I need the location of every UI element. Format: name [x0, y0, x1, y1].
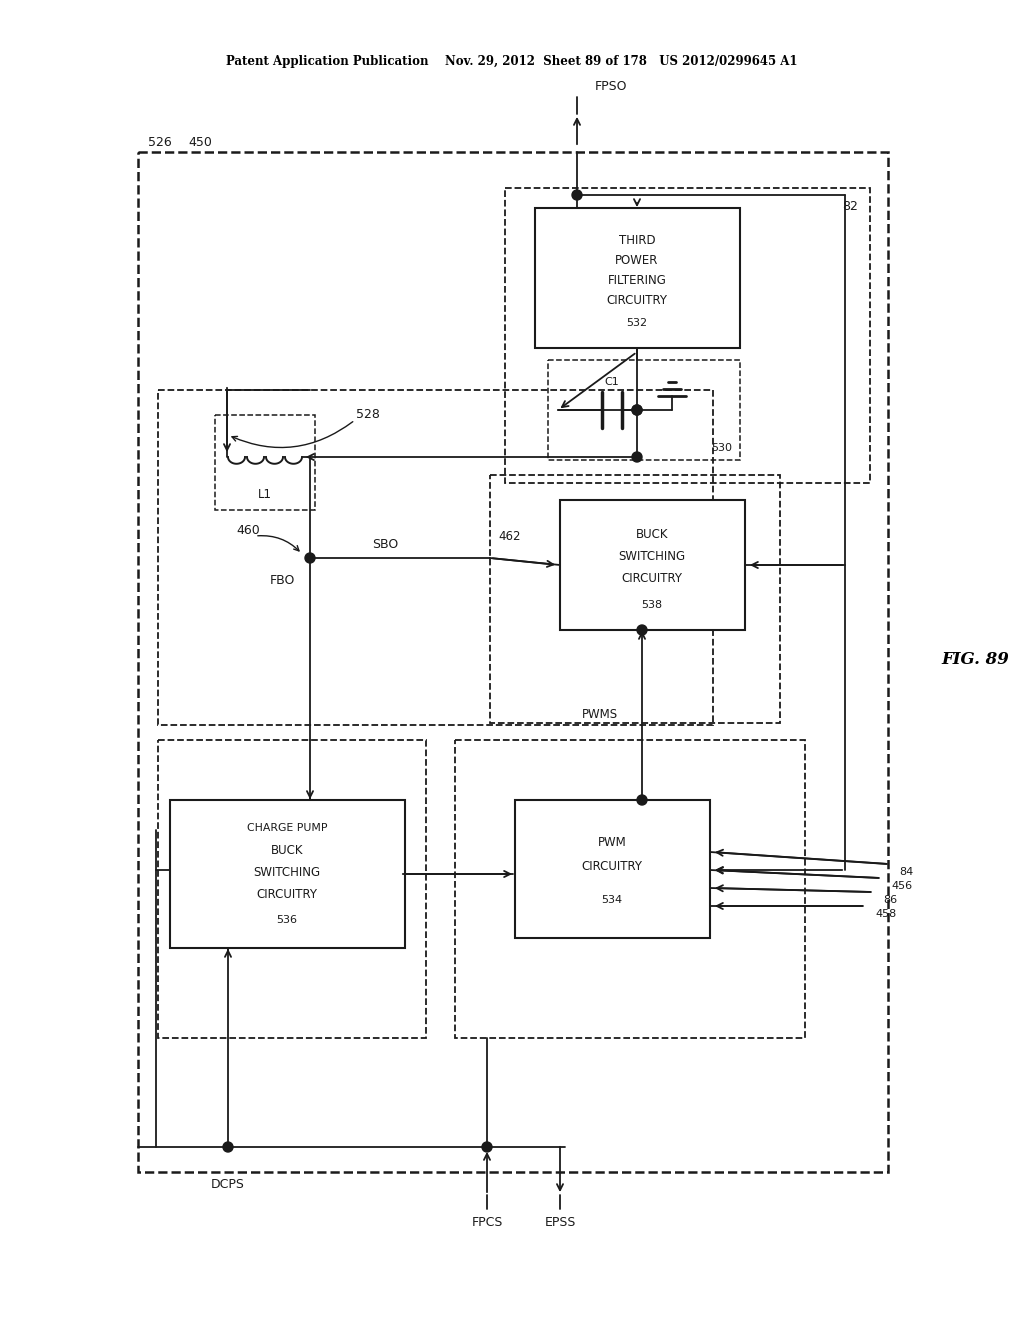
Text: C1: C1	[604, 378, 620, 387]
Circle shape	[637, 624, 647, 635]
Circle shape	[482, 1142, 492, 1152]
Bar	[535, 209, 740, 348]
Text: FBO: FBO	[269, 573, 295, 586]
Text: SWITCHING: SWITCHING	[618, 550, 685, 564]
Circle shape	[632, 451, 642, 462]
Circle shape	[572, 190, 582, 201]
Bar	[505, 187, 870, 483]
Circle shape	[632, 405, 642, 414]
Text: Patent Application Publication    Nov. 29, 2012  Sheet 89 of 178   US 2012/02996: Patent Application Publication Nov. 29, …	[226, 55, 798, 69]
Text: PWMS: PWMS	[582, 709, 618, 722]
Text: PWM: PWM	[598, 836, 627, 849]
Text: CIRCUITRY: CIRCUITRY	[622, 573, 683, 586]
Text: 450: 450	[188, 136, 212, 149]
Text: CIRCUITRY: CIRCUITRY	[256, 887, 317, 900]
Text: 84: 84	[899, 867, 913, 876]
Bar	[170, 800, 406, 948]
Bar	[158, 741, 426, 1038]
Text: SWITCHING: SWITCHING	[253, 866, 321, 879]
Text: 82: 82	[842, 199, 858, 213]
Text: EPSS: EPSS	[545, 1216, 575, 1229]
Text: 528: 528	[356, 408, 380, 421]
Text: FPCS: FPCS	[471, 1216, 503, 1229]
Text: L1: L1	[258, 488, 272, 502]
Circle shape	[223, 1142, 233, 1152]
Circle shape	[637, 795, 647, 805]
Text: 456: 456	[891, 880, 912, 891]
Circle shape	[632, 405, 642, 414]
Text: DCPS: DCPS	[211, 1179, 245, 1192]
Text: BUCK: BUCK	[270, 843, 303, 857]
Circle shape	[305, 553, 315, 564]
Text: 460: 460	[237, 524, 260, 536]
Text: FPSO: FPSO	[595, 81, 628, 94]
Text: FIG. 89: FIG. 89	[941, 652, 1009, 668]
Text: 86: 86	[883, 895, 897, 906]
Bar	[138, 152, 888, 1172]
Text: 536: 536	[276, 915, 298, 925]
Text: CHARGE PUMP: CHARGE PUMP	[247, 822, 328, 833]
Text: 532: 532	[627, 318, 647, 327]
Bar	[490, 475, 780, 723]
Text: CIRCUITRY: CIRCUITRY	[582, 859, 642, 873]
Bar	[548, 360, 740, 459]
Bar	[158, 389, 713, 725]
Text: FILTERING: FILTERING	[607, 273, 667, 286]
Text: 538: 538	[641, 601, 663, 610]
Bar	[455, 741, 805, 1038]
Text: POWER: POWER	[615, 253, 658, 267]
Text: CIRCUITRY: CIRCUITRY	[606, 293, 668, 306]
Text: 534: 534	[601, 895, 623, 906]
Text: 462: 462	[499, 529, 521, 543]
Bar	[215, 414, 315, 510]
Text: 458: 458	[874, 909, 896, 919]
Text: BUCK: BUCK	[636, 528, 669, 541]
Text: 530: 530	[712, 444, 732, 453]
Text: 526: 526	[148, 136, 172, 149]
Bar	[515, 800, 710, 939]
Text: THIRD: THIRD	[618, 234, 655, 247]
Text: SBO: SBO	[372, 537, 398, 550]
Bar	[560, 500, 745, 630]
